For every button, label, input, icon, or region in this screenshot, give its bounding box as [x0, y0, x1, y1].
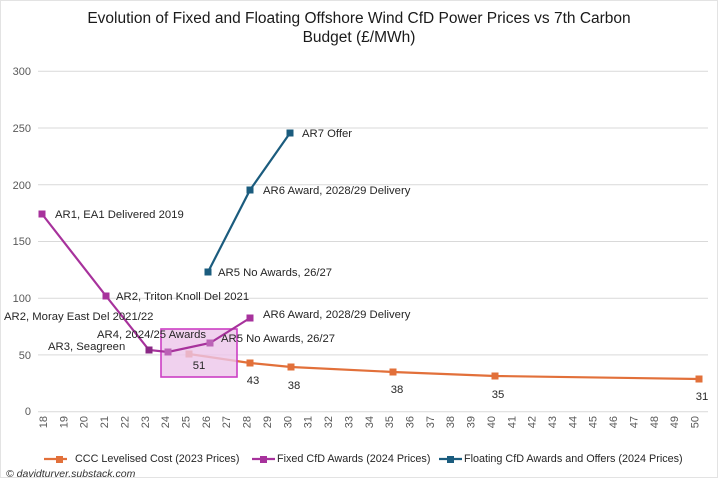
svg-text:35: 35 [384, 416, 396, 428]
svg-text:50: 50 [690, 416, 702, 428]
svg-text:30: 30 [282, 416, 294, 428]
svg-text:100: 100 [13, 293, 31, 305]
svg-text:47: 47 [628, 416, 640, 428]
svg-text:22: 22 [119, 416, 131, 428]
svg-text:AR3, Seagreen: AR3, Seagreen [48, 341, 125, 353]
svg-text:48: 48 [649, 416, 661, 428]
svg-text:45: 45 [588, 416, 600, 428]
svg-text:36: 36 [404, 416, 416, 428]
svg-text:37: 37 [425, 416, 437, 428]
svg-text:32: 32 [323, 416, 335, 428]
svg-text:44: 44 [567, 416, 579, 428]
svg-text:AR4, 2024/25 Awards: AR4, 2024/25 Awards [97, 329, 206, 341]
svg-text:Floating CfD Awards and Offers: Floating CfD Awards and Offers (2024 Pri… [464, 453, 683, 465]
svg-text:AR5 No Awards, 26/27: AR5 No Awards, 26/27 [221, 333, 335, 345]
svg-text:AR1, EA1 Delivered 2019: AR1, EA1 Delivered 2019 [55, 209, 184, 221]
svg-text:Fixed CfD Awards (2024 Prices): Fixed CfD Awards (2024 Prices) [277, 453, 430, 465]
svg-text:46: 46 [608, 416, 620, 428]
svg-text:35: 35 [492, 389, 505, 401]
svg-text:21: 21 [99, 416, 111, 428]
svg-text:© davidturver.substack.com: © davidturver.substack.com [6, 468, 136, 478]
svg-text:43: 43 [547, 416, 559, 428]
svg-text:50: 50 [19, 350, 31, 362]
svg-text:38: 38 [445, 416, 457, 428]
svg-text:39: 39 [466, 416, 478, 428]
svg-text:51: 51 [193, 360, 206, 372]
svg-text:AR5 No Awards, 26/27: AR5 No Awards, 26/27 [218, 267, 332, 279]
svg-text:AR6 Award, 2028/29 Delivery: AR6 Award, 2028/29 Delivery [263, 185, 411, 197]
svg-text:200: 200 [13, 180, 31, 192]
svg-text:38: 38 [288, 380, 301, 392]
svg-text:CCC Levelised Cost (2023 Price: CCC Levelised Cost (2023 Prices) [75, 453, 239, 465]
svg-text:26: 26 [201, 416, 213, 428]
svg-text:300: 300 [13, 66, 31, 78]
svg-text:0: 0 [25, 406, 31, 418]
svg-text:41: 41 [506, 416, 518, 428]
svg-text:33: 33 [343, 416, 355, 428]
svg-text:19: 19 [58, 416, 70, 428]
svg-text:AR7 Offer: AR7 Offer [302, 128, 352, 140]
svg-text:38: 38 [391, 384, 404, 396]
svg-text:43: 43 [247, 375, 260, 387]
svg-text:AR2, Triton Knoll Del 2021: AR2, Triton Knoll Del 2021 [116, 291, 249, 303]
svg-text:250: 250 [13, 123, 31, 135]
svg-text:31: 31 [303, 416, 315, 428]
svg-text:25: 25 [181, 416, 193, 428]
svg-text:42: 42 [527, 416, 539, 428]
svg-text:29: 29 [262, 416, 274, 428]
svg-text:28: 28 [242, 416, 254, 428]
svg-text:27: 27 [221, 416, 233, 428]
svg-text:34: 34 [364, 416, 376, 428]
svg-text:18: 18 [38, 416, 50, 428]
svg-text:23: 23 [140, 416, 152, 428]
svg-text:40: 40 [486, 416, 498, 428]
svg-text:150: 150 [13, 236, 31, 248]
svg-text:24: 24 [160, 416, 172, 428]
svg-text:20: 20 [79, 416, 91, 428]
svg-text:31: 31 [696, 391, 709, 403]
svg-text:AR6 Award, 2028/29 Delivery: AR6 Award, 2028/29 Delivery [263, 309, 411, 321]
svg-text:49: 49 [669, 416, 681, 428]
svg-text:AR2, Moray East Del 2021/22: AR2, Moray East Del 2021/22 [4, 311, 153, 323]
